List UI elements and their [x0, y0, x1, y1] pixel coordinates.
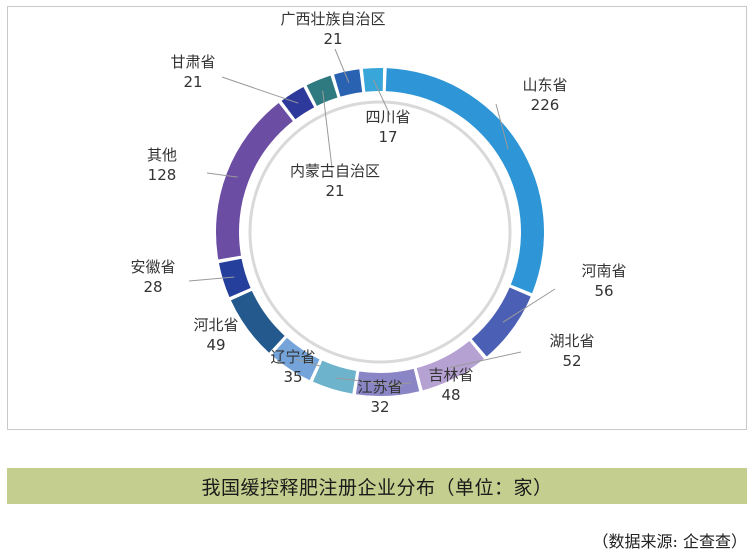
donut-slice-0 [385, 68, 544, 294]
slice-label-8: 其他 [147, 146, 177, 164]
slice-value-5: 35 [283, 368, 302, 386]
slice-value-0: 226 [531, 96, 560, 114]
donut-slice-11 [334, 69, 363, 97]
slice-label-11: 广西壮族自治区 [280, 10, 385, 28]
slice-value-12: 17 [378, 128, 397, 146]
donut-slice-10 [306, 75, 338, 106]
leader-line-0 [495, 103, 509, 150]
slice-value-10: 21 [325, 182, 344, 200]
slice-label-4: 江苏省 [357, 378, 402, 396]
leader-line-7 [188, 276, 235, 282]
leader-line-1 [502, 288, 556, 323]
donut-slice-7 [218, 258, 251, 298]
leader-line-8 [206, 172, 238, 178]
donut-slice-3 [355, 368, 420, 396]
slice-label-3: 吉林省 [428, 366, 473, 384]
leader-line-4 [335, 377, 404, 387]
slice-label-9: 甘肃省 [170, 53, 215, 71]
slice-value-4: 32 [370, 398, 389, 416]
donut-slice-12 [362, 67, 384, 92]
leader-line-12 [373, 79, 391, 116]
caption-bar: 我国缓控释肥注册企业分布（单位：家） [7, 468, 747, 504]
source-note: （数据来源: 企查查） [592, 532, 747, 551]
chart-caption: 我国缓控释肥注册企业分布（单位：家） [201, 476, 553, 499]
slice-value-8: 128 [148, 166, 177, 184]
inner-ring [248, 100, 512, 364]
donut-slice-4 [312, 360, 357, 394]
slice-value-1: 56 [594, 282, 613, 300]
slice-value-7: 28 [143, 278, 162, 296]
slice-value-6: 49 [206, 336, 225, 354]
donut-chart: 山东省 226 河南省 56 湖北省 52 吉林省 48 江苏省 32 辽宁省 35 河北省 49 安徽省 2… [130, 10, 626, 416]
slice-label-10: 内蒙古自治区 [290, 162, 380, 180]
slice-label-12: 四川省 [365, 108, 410, 126]
donut-slice-6 [230, 290, 285, 353]
slice-value-2: 52 [562, 352, 581, 370]
slice-value-3: 48 [441, 386, 460, 404]
donut-slice-5 [271, 337, 320, 381]
slice-label-5: 辽宁省 [270, 348, 315, 366]
slice-value-9: 21 [183, 73, 202, 91]
slice-label-7: 安徽省 [130, 258, 175, 276]
slice-label-6: 河北省 [193, 316, 238, 334]
leader-line-2 [449, 351, 522, 369]
leader-line-10 [322, 90, 333, 169]
donut-slice-8 [216, 103, 293, 260]
donut-slice-1 [471, 287, 531, 357]
leader-line-11 [334, 48, 350, 83]
leader-line-5 [296, 358, 321, 367]
slice-label-2: 湖北省 [549, 332, 594, 350]
slice-label-0: 山东省 [522, 76, 567, 94]
slice-label-1: 河南省 [581, 262, 626, 280]
slice-value-11: 21 [323, 30, 342, 48]
donut-slice-2 [416, 341, 484, 391]
leader-line-9 [221, 76, 299, 104]
